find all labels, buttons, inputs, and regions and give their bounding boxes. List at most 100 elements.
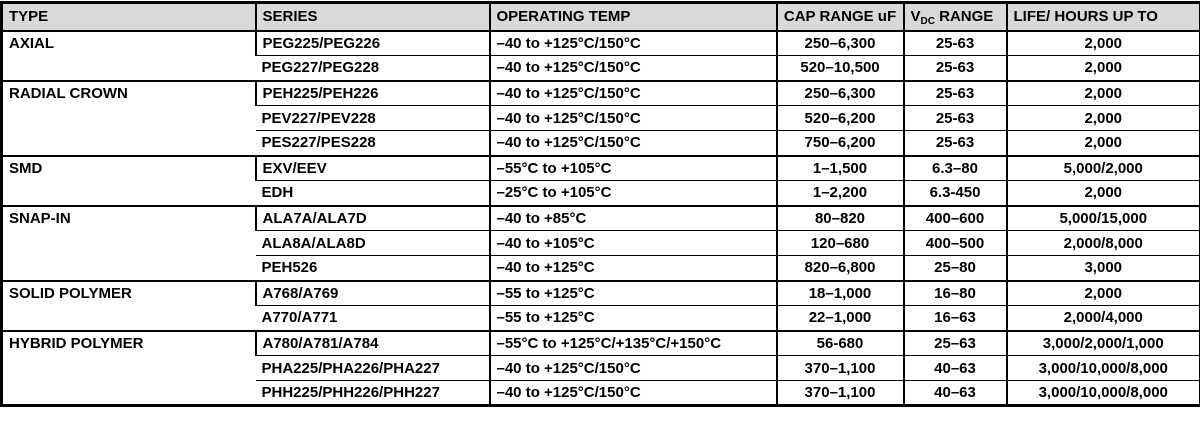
capacitor-spec-page: TYPE SERIES OPERATING TEMP CAP RANGE uF … xyxy=(0,1,1200,407)
operating-temp-cell: –40 to +125°C/150°C xyxy=(488,55,777,81)
cap-range-cell: 80–820 xyxy=(775,204,904,231)
life-hours-cell: 2,000 xyxy=(1005,105,1200,131)
vdc-subscript: DC xyxy=(920,16,935,28)
vdc-range-cell: 25–80 xyxy=(902,255,1007,281)
cap-range-cell: 370–1,100 xyxy=(775,380,904,406)
series-cell: EXV/EEV xyxy=(254,154,490,181)
vdc-range-cell: 25-63 xyxy=(902,79,1007,106)
table-row: A770/A771 –55 to +125°C 22–1,000 16–63 2… xyxy=(2,305,1200,331)
vdc-range-cell: 16–63 xyxy=(902,305,1007,331)
vdc-range-cell: 25-63 xyxy=(902,105,1007,131)
table-row: HYBRID POLYMER A780/A781/A784 –55°C to +… xyxy=(1,329,1200,406)
vdc-range-cell: 40–63 xyxy=(902,380,1007,406)
cap-range-cell: 520–6,200 xyxy=(775,105,904,131)
series-cell: A768/A769 xyxy=(254,279,490,306)
operating-temp-cell: –25°C to +105°C xyxy=(488,180,777,206)
table-row: EDH –25°C to +105°C 1–2,200 6.3-450 2,00… xyxy=(2,180,1200,206)
table-row: ALA8A/ALA8D –40 to +105°C 120–680 400–50… xyxy=(2,230,1200,256)
table-row: RADIAL CROWN PEH225/PEH226 –40 to +125°C… xyxy=(1,79,1200,156)
life-hours-cell: 2,000 xyxy=(1005,130,1200,156)
series-cell: ALA8A/ALA8D xyxy=(255,230,490,256)
operating-temp-cell: –40 to +125°C/150°C xyxy=(488,105,777,131)
vdc-range-cell: 400–600 xyxy=(902,204,1007,231)
life-hours-cell: 3,000/10,000/8,000 xyxy=(1005,380,1200,406)
operating-temp-cell: –55°C to +105°C xyxy=(488,154,777,181)
cap-range-cell: 1–2,200 xyxy=(775,180,904,206)
vdc-range-cell: 400–500 xyxy=(902,230,1007,256)
series-cell: PHH225/PHH226/PHH227 xyxy=(255,380,490,406)
vdc-range-cell: 25-63 xyxy=(902,29,1007,56)
vdc-range-cell: 25-63 xyxy=(902,130,1007,156)
life-hours-cell: 3,000/2,000/1,000 xyxy=(1005,329,1200,356)
col-header-cap-range: CAP RANGE uF xyxy=(775,2,904,32)
operating-temp-cell: –40 to +125°C/150°C xyxy=(488,380,777,406)
life-hours-cell: 5,000/15,000 xyxy=(1005,204,1200,231)
type-cell: RADIAL CROWN xyxy=(1,79,256,156)
type-cell: HYBRID POLYMER xyxy=(1,329,256,406)
series-cell: PES227/PES228 xyxy=(255,130,490,156)
table-row: PHH225/PHH226/PHH227 –40 to +125°C/150°C… xyxy=(2,380,1200,406)
vdc-range-cell: 6.3–80 xyxy=(902,154,1007,181)
table-row: PEH526 –40 to +125°C 820–6,800 25–80 3,0… xyxy=(2,255,1200,281)
operating-temp-cell: –40 to +125°C/150°C xyxy=(488,130,777,156)
vdc-range-cell: 40–63 xyxy=(902,355,1007,381)
table-row: SNAP-IN ALA7A/ALA7D –40 to +85°C 80–820 … xyxy=(1,204,1200,281)
life-hours-cell: 2,000/8,000 xyxy=(1005,230,1200,256)
type-cell: SNAP-IN xyxy=(1,204,256,281)
table-row: SOLID POLYMER A768/A769 –55 to +125°C 18… xyxy=(1,279,1200,331)
cap-range-cell: 56-680 xyxy=(775,329,904,356)
table-row: PEV227/PEV228 –40 to +125°C/150°C 520–6,… xyxy=(2,105,1200,131)
series-cell: PEG227/PEG228 xyxy=(255,55,490,81)
cap-range-cell: 250–6,300 xyxy=(775,29,904,56)
type-cell: SOLID POLYMER xyxy=(1,279,256,331)
table-row: SMD EXV/EEV –55°C to +105°C 1–1,500 6.3–… xyxy=(1,154,1200,206)
col-header-vdc-range: VDC RANGE xyxy=(902,2,1007,32)
operating-temp-cell: –40 to +125°C xyxy=(488,255,777,281)
col-header-operating-temp: OPERATING TEMP xyxy=(488,2,777,32)
operating-temp-cell: –55°C to +125°C/+135°C/+150°C xyxy=(488,329,777,356)
series-cell: A780/A781/A784 xyxy=(254,329,490,356)
life-hours-cell: 3,000/10,000/8,000 xyxy=(1005,355,1200,381)
cap-range-cell: 120–680 xyxy=(775,230,904,256)
header-row: TYPE SERIES OPERATING TEMP CAP RANGE uF … xyxy=(1,2,1200,32)
table-row: AXIAL PEG225/PEG226 –40 to +125°C/150°C … xyxy=(1,29,1200,81)
life-hours-cell: 2,000/4,000 xyxy=(1005,305,1200,331)
cap-range-cell: 22–1,000 xyxy=(775,305,904,331)
vdc-range-cell: 16–80 xyxy=(902,279,1007,306)
operating-temp-cell: –55 to +125°C xyxy=(488,305,777,331)
type-cell: SMD xyxy=(1,154,256,206)
life-hours-cell: 2,000 xyxy=(1005,29,1200,56)
series-cell: PEG225/PEG226 xyxy=(254,29,490,56)
cap-range-cell: 1–1,500 xyxy=(775,154,904,181)
vdc-range-cell: 25-63 xyxy=(902,55,1007,81)
cap-range-cell: 820–6,800 xyxy=(775,255,904,281)
capacitor-spec-table: TYPE SERIES OPERATING TEMP CAP RANGE uF … xyxy=(0,1,1200,407)
life-hours-cell: 5,000/2,000 xyxy=(1005,154,1200,181)
series-cell: PEV227/PEV228 xyxy=(255,105,490,131)
type-cell: AXIAL xyxy=(1,29,256,81)
table-header: TYPE SERIES OPERATING TEMP CAP RANGE uF … xyxy=(1,2,1200,32)
cap-range-cell: 370–1,100 xyxy=(775,355,904,381)
cap-range-cell: 520–10,500 xyxy=(775,55,904,81)
vdc-range-cell: 6.3-450 xyxy=(902,180,1007,206)
cap-range-cell: 750–6,200 xyxy=(775,130,904,156)
series-cell: EDH xyxy=(255,180,490,206)
life-hours-cell: 2,000 xyxy=(1005,79,1200,106)
life-hours-cell: 2,000 xyxy=(1005,180,1200,206)
cap-range-cell: 250–6,300 xyxy=(775,79,904,106)
life-hours-cell: 2,000 xyxy=(1005,55,1200,81)
series-cell: ALA7A/ALA7D xyxy=(254,204,490,231)
table-row: PES227/PES228 –40 to +125°C/150°C 750–6,… xyxy=(2,130,1200,156)
operating-temp-cell: –40 to +125°C/150°C xyxy=(488,355,777,381)
series-cell: PEH526 xyxy=(255,255,490,281)
vdc-range-cell: 25–63 xyxy=(902,329,1007,356)
cap-range-cell: 18–1,000 xyxy=(775,279,904,306)
operating-temp-cell: –40 to +125°C/150°C xyxy=(488,79,777,106)
series-cell: A770/A771 xyxy=(255,305,490,331)
series-cell: PHA225/PHA226/PHA227 xyxy=(255,355,490,381)
col-header-life-hours: LIFE/ HOURS UP TO xyxy=(1005,2,1200,32)
operating-temp-cell: –40 to +125°C/150°C xyxy=(488,29,777,56)
table-row: PEG227/PEG228 –40 to +125°C/150°C 520–10… xyxy=(2,55,1200,81)
col-header-series: SERIES xyxy=(254,2,490,32)
col-header-type: TYPE xyxy=(1,2,256,32)
